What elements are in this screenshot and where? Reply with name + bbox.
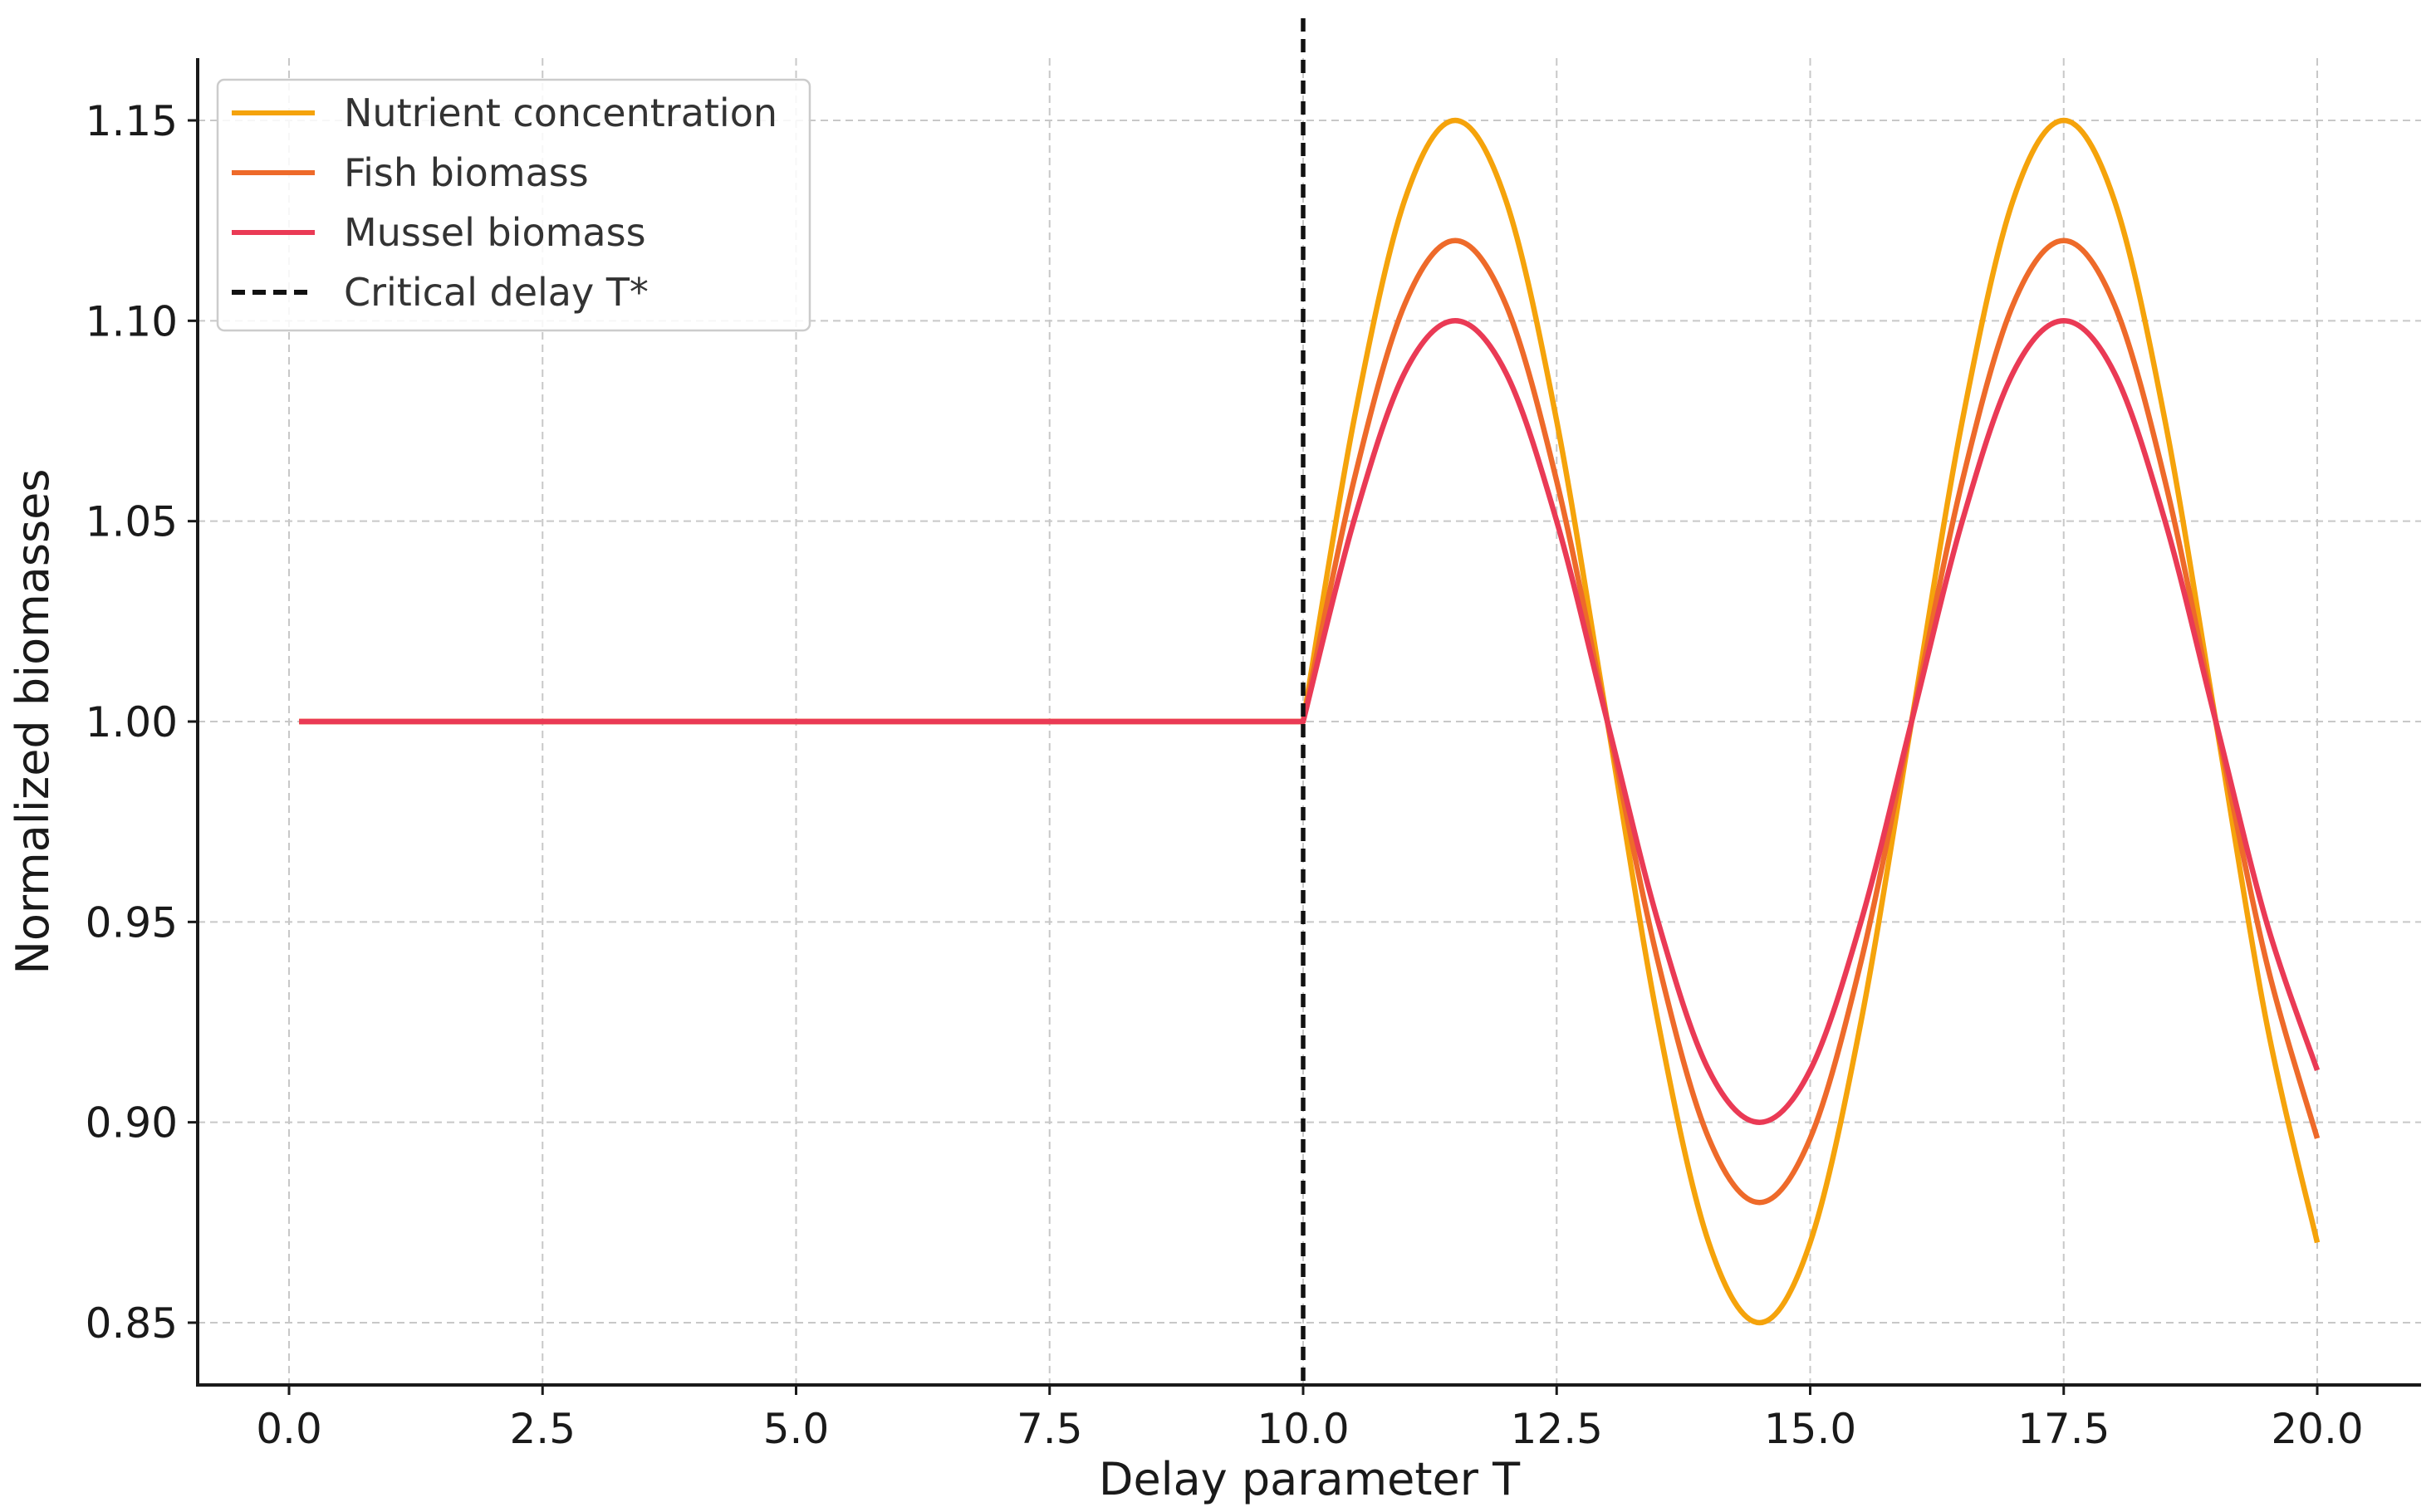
y-tick-label: 1.10 <box>86 297 178 345</box>
legend-label: Nutrient concentration <box>344 91 777 135</box>
legend-label: Critical delay T* <box>344 270 649 315</box>
y-tick-label: 0.95 <box>86 898 178 947</box>
y-axis-label: Normalized biomasses <box>7 468 59 974</box>
series-line-1 <box>299 117 2321 1326</box>
x-tick-label: 7.5 <box>1017 1405 1083 1453</box>
x-tick-label: 17.5 <box>2017 1405 2110 1453</box>
legend-label: Mussel biomass <box>344 210 646 255</box>
x-tick-label: 2.5 <box>509 1405 576 1453</box>
x-axis-label: Delay parameter T <box>1099 1453 1521 1505</box>
ticks: 0.0 2.5 5.0 7.5 10.0 12.5 15.0 17.5 20.0 0.85 0.90… <box>86 97 2364 1453</box>
legend: Nutrient concentration Fish biomass Mussel… <box>216 78 811 332</box>
y-tick-label: 1.05 <box>86 498 178 546</box>
y-tick-label: 1.00 <box>86 698 178 746</box>
x-tick-label: 15.0 <box>1764 1405 1856 1453</box>
x-tick-label: 10.0 <box>1257 1405 1349 1453</box>
legend-box <box>216 78 811 332</box>
series-line-3 <box>299 318 2321 1125</box>
y-tick-label: 0.90 <box>86 1099 178 1147</box>
x-tick-label: 12.5 <box>1511 1405 1603 1453</box>
series-line-2 <box>299 237 2321 1206</box>
y-tick-label: 1.15 <box>86 97 178 145</box>
y-tick-label: 0.85 <box>86 1299 178 1348</box>
x-tick-label: 5.0 <box>763 1405 830 1453</box>
x-tick-label: 0.0 <box>256 1405 322 1453</box>
plot-area <box>299 18 2321 1385</box>
legend-label: Fish biomass <box>344 150 589 195</box>
x-tick-label: 20.0 <box>2271 1405 2363 1453</box>
